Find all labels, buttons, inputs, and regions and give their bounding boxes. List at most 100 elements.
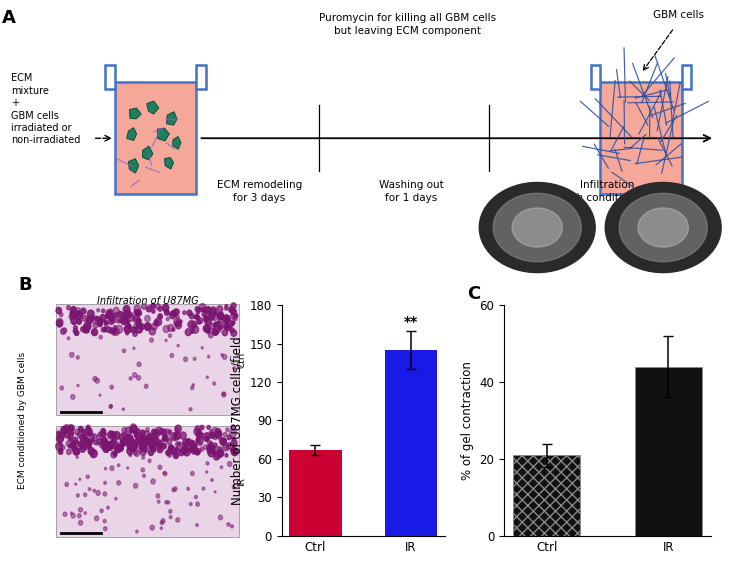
Circle shape: [147, 434, 154, 442]
Circle shape: [190, 443, 197, 450]
Circle shape: [85, 427, 90, 434]
Circle shape: [222, 438, 226, 444]
Circle shape: [103, 520, 106, 523]
Circle shape: [129, 377, 132, 380]
Circle shape: [227, 317, 230, 320]
Circle shape: [70, 512, 73, 514]
Circle shape: [215, 450, 222, 458]
Circle shape: [110, 316, 115, 323]
Circle shape: [189, 313, 194, 319]
Circle shape: [77, 384, 79, 386]
Circle shape: [139, 436, 144, 441]
Circle shape: [213, 443, 217, 448]
Polygon shape: [130, 108, 142, 119]
Text: A: A: [1, 9, 16, 26]
Circle shape: [218, 432, 221, 435]
Circle shape: [190, 502, 192, 506]
Circle shape: [224, 316, 229, 322]
Circle shape: [56, 320, 62, 327]
Circle shape: [199, 442, 202, 446]
Circle shape: [190, 446, 195, 452]
Circle shape: [230, 525, 233, 528]
Bar: [115, 82, 196, 195]
Circle shape: [218, 314, 222, 318]
Circle shape: [79, 478, 81, 480]
Circle shape: [126, 320, 130, 324]
Circle shape: [120, 439, 125, 445]
Circle shape: [219, 325, 222, 330]
Circle shape: [220, 438, 226, 445]
Circle shape: [205, 325, 210, 332]
Circle shape: [71, 310, 74, 314]
Circle shape: [152, 309, 155, 313]
Circle shape: [82, 316, 87, 321]
Circle shape: [216, 321, 220, 325]
Circle shape: [93, 434, 96, 438]
Circle shape: [69, 444, 73, 448]
Circle shape: [210, 433, 215, 438]
Circle shape: [213, 382, 216, 385]
Circle shape: [165, 501, 167, 504]
Circle shape: [166, 450, 170, 456]
Polygon shape: [142, 146, 153, 160]
Circle shape: [60, 386, 64, 390]
Circle shape: [176, 442, 180, 447]
Circle shape: [191, 441, 197, 448]
Circle shape: [79, 428, 83, 433]
Circle shape: [123, 305, 130, 313]
Circle shape: [85, 427, 92, 435]
Circle shape: [165, 339, 167, 342]
Circle shape: [217, 447, 222, 452]
Circle shape: [70, 395, 75, 399]
Circle shape: [191, 441, 194, 444]
Circle shape: [204, 316, 208, 322]
Circle shape: [167, 501, 170, 504]
Circle shape: [68, 428, 73, 432]
Bar: [682, 65, 691, 89]
Circle shape: [139, 438, 145, 445]
Circle shape: [605, 183, 721, 272]
Circle shape: [142, 438, 149, 446]
Circle shape: [85, 438, 90, 444]
Circle shape: [205, 437, 209, 441]
Circle shape: [104, 321, 107, 325]
Circle shape: [191, 329, 194, 333]
Circle shape: [196, 430, 202, 436]
Circle shape: [155, 438, 159, 442]
Circle shape: [233, 367, 236, 370]
Circle shape: [130, 438, 133, 442]
Circle shape: [154, 439, 161, 447]
Circle shape: [84, 328, 89, 333]
Circle shape: [212, 314, 217, 320]
Circle shape: [200, 447, 204, 451]
Circle shape: [227, 442, 230, 446]
Circle shape: [63, 427, 69, 433]
Circle shape: [102, 309, 104, 313]
Circle shape: [206, 461, 209, 465]
Circle shape: [164, 436, 168, 442]
Circle shape: [117, 445, 122, 450]
Circle shape: [146, 306, 151, 312]
Circle shape: [202, 487, 205, 490]
Circle shape: [76, 494, 79, 497]
Circle shape: [211, 445, 216, 450]
Circle shape: [73, 329, 77, 334]
Circle shape: [202, 433, 210, 441]
Circle shape: [107, 432, 114, 439]
Circle shape: [211, 427, 219, 435]
Circle shape: [97, 439, 102, 444]
Circle shape: [225, 307, 227, 310]
Circle shape: [192, 325, 199, 334]
Circle shape: [142, 456, 144, 459]
Circle shape: [108, 441, 114, 448]
Circle shape: [81, 327, 85, 332]
Circle shape: [197, 320, 201, 324]
Circle shape: [184, 449, 190, 456]
Circle shape: [79, 507, 82, 512]
Circle shape: [69, 431, 73, 437]
Circle shape: [192, 321, 197, 327]
Circle shape: [231, 448, 237, 454]
Circle shape: [139, 435, 147, 443]
Circle shape: [210, 479, 213, 482]
Circle shape: [222, 321, 229, 329]
